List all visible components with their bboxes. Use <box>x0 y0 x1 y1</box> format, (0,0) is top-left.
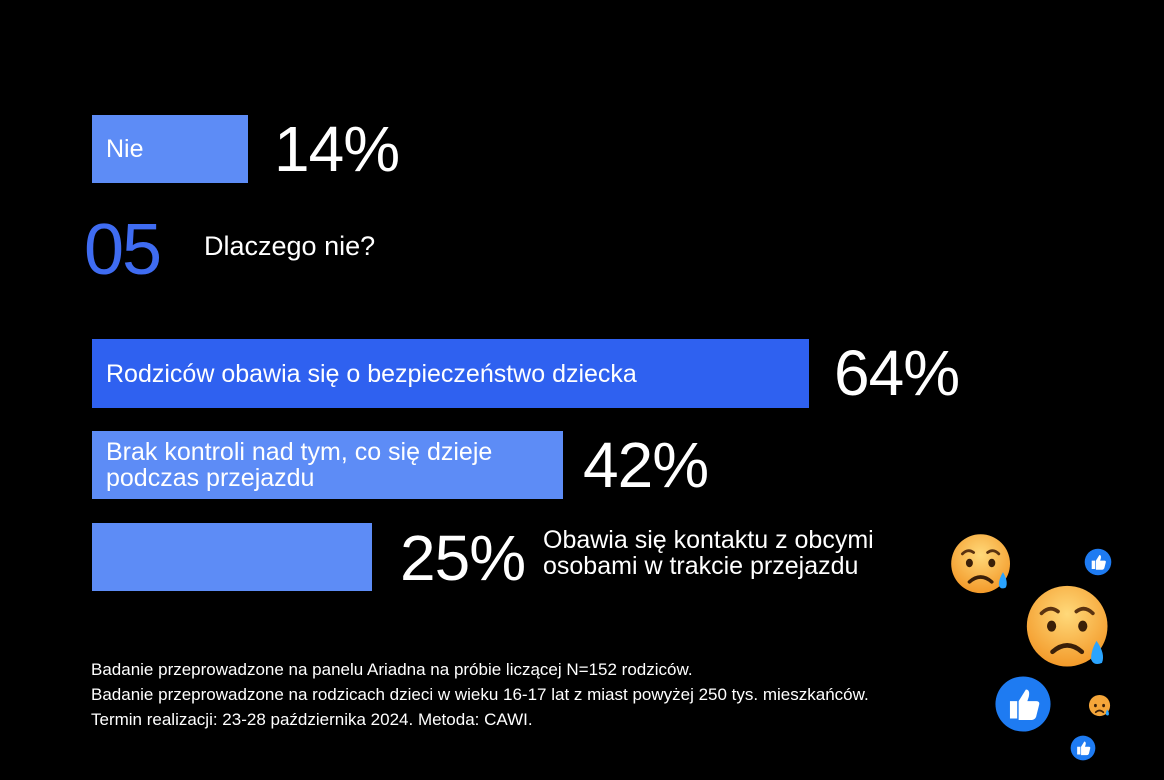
bar-control-value: 42% <box>583 429 709 501</box>
bar-safety: Rodziców obawia się o bezpieczeństwo dzi… <box>92 339 809 408</box>
answer-no-value: 14% <box>274 113 400 185</box>
sad-face-emoji <box>1026 585 1108 667</box>
question-number: 05 <box>84 210 162 290</box>
thumbs-up-icon <box>995 676 1051 732</box>
footnote-method: Termin realizacji: 23-28 października 20… <box>91 710 533 729</box>
footnote-population: Badanie przeprowadzone na rodzicach dzie… <box>91 685 869 704</box>
bar-control-label: Brak kontroli nad tym, co się dzieje pod… <box>106 438 493 492</box>
thumbs-up-icon <box>1084 548 1112 576</box>
bar-strangers-value: 25% <box>400 522 526 594</box>
bar-safety-value: 64% <box>834 337 960 409</box>
answer-no-bar: Nie <box>92 115 248 183</box>
bar-strangers <box>92 523 372 591</box>
sad-face-emoji <box>951 534 1010 594</box>
bar-control: Brak kontroli nad tym, co się dzieje pod… <box>92 431 563 499</box>
sad-face-emoji <box>1088 694 1111 717</box>
bar-strangers-label: Obawia się kontaktu z obcymi osobami w t… <box>543 526 874 580</box>
answer-no-label: Nie <box>106 135 144 163</box>
bar-safety-label: Rodziców obawia się o bezpieczeństwo dzi… <box>106 359 637 388</box>
thumbs-up-icon <box>1070 735 1096 761</box>
question-text: Dlaczego nie? <box>204 231 376 261</box>
footnote-sample: Badanie przeprowadzone na panelu Ariadna… <box>91 660 693 679</box>
